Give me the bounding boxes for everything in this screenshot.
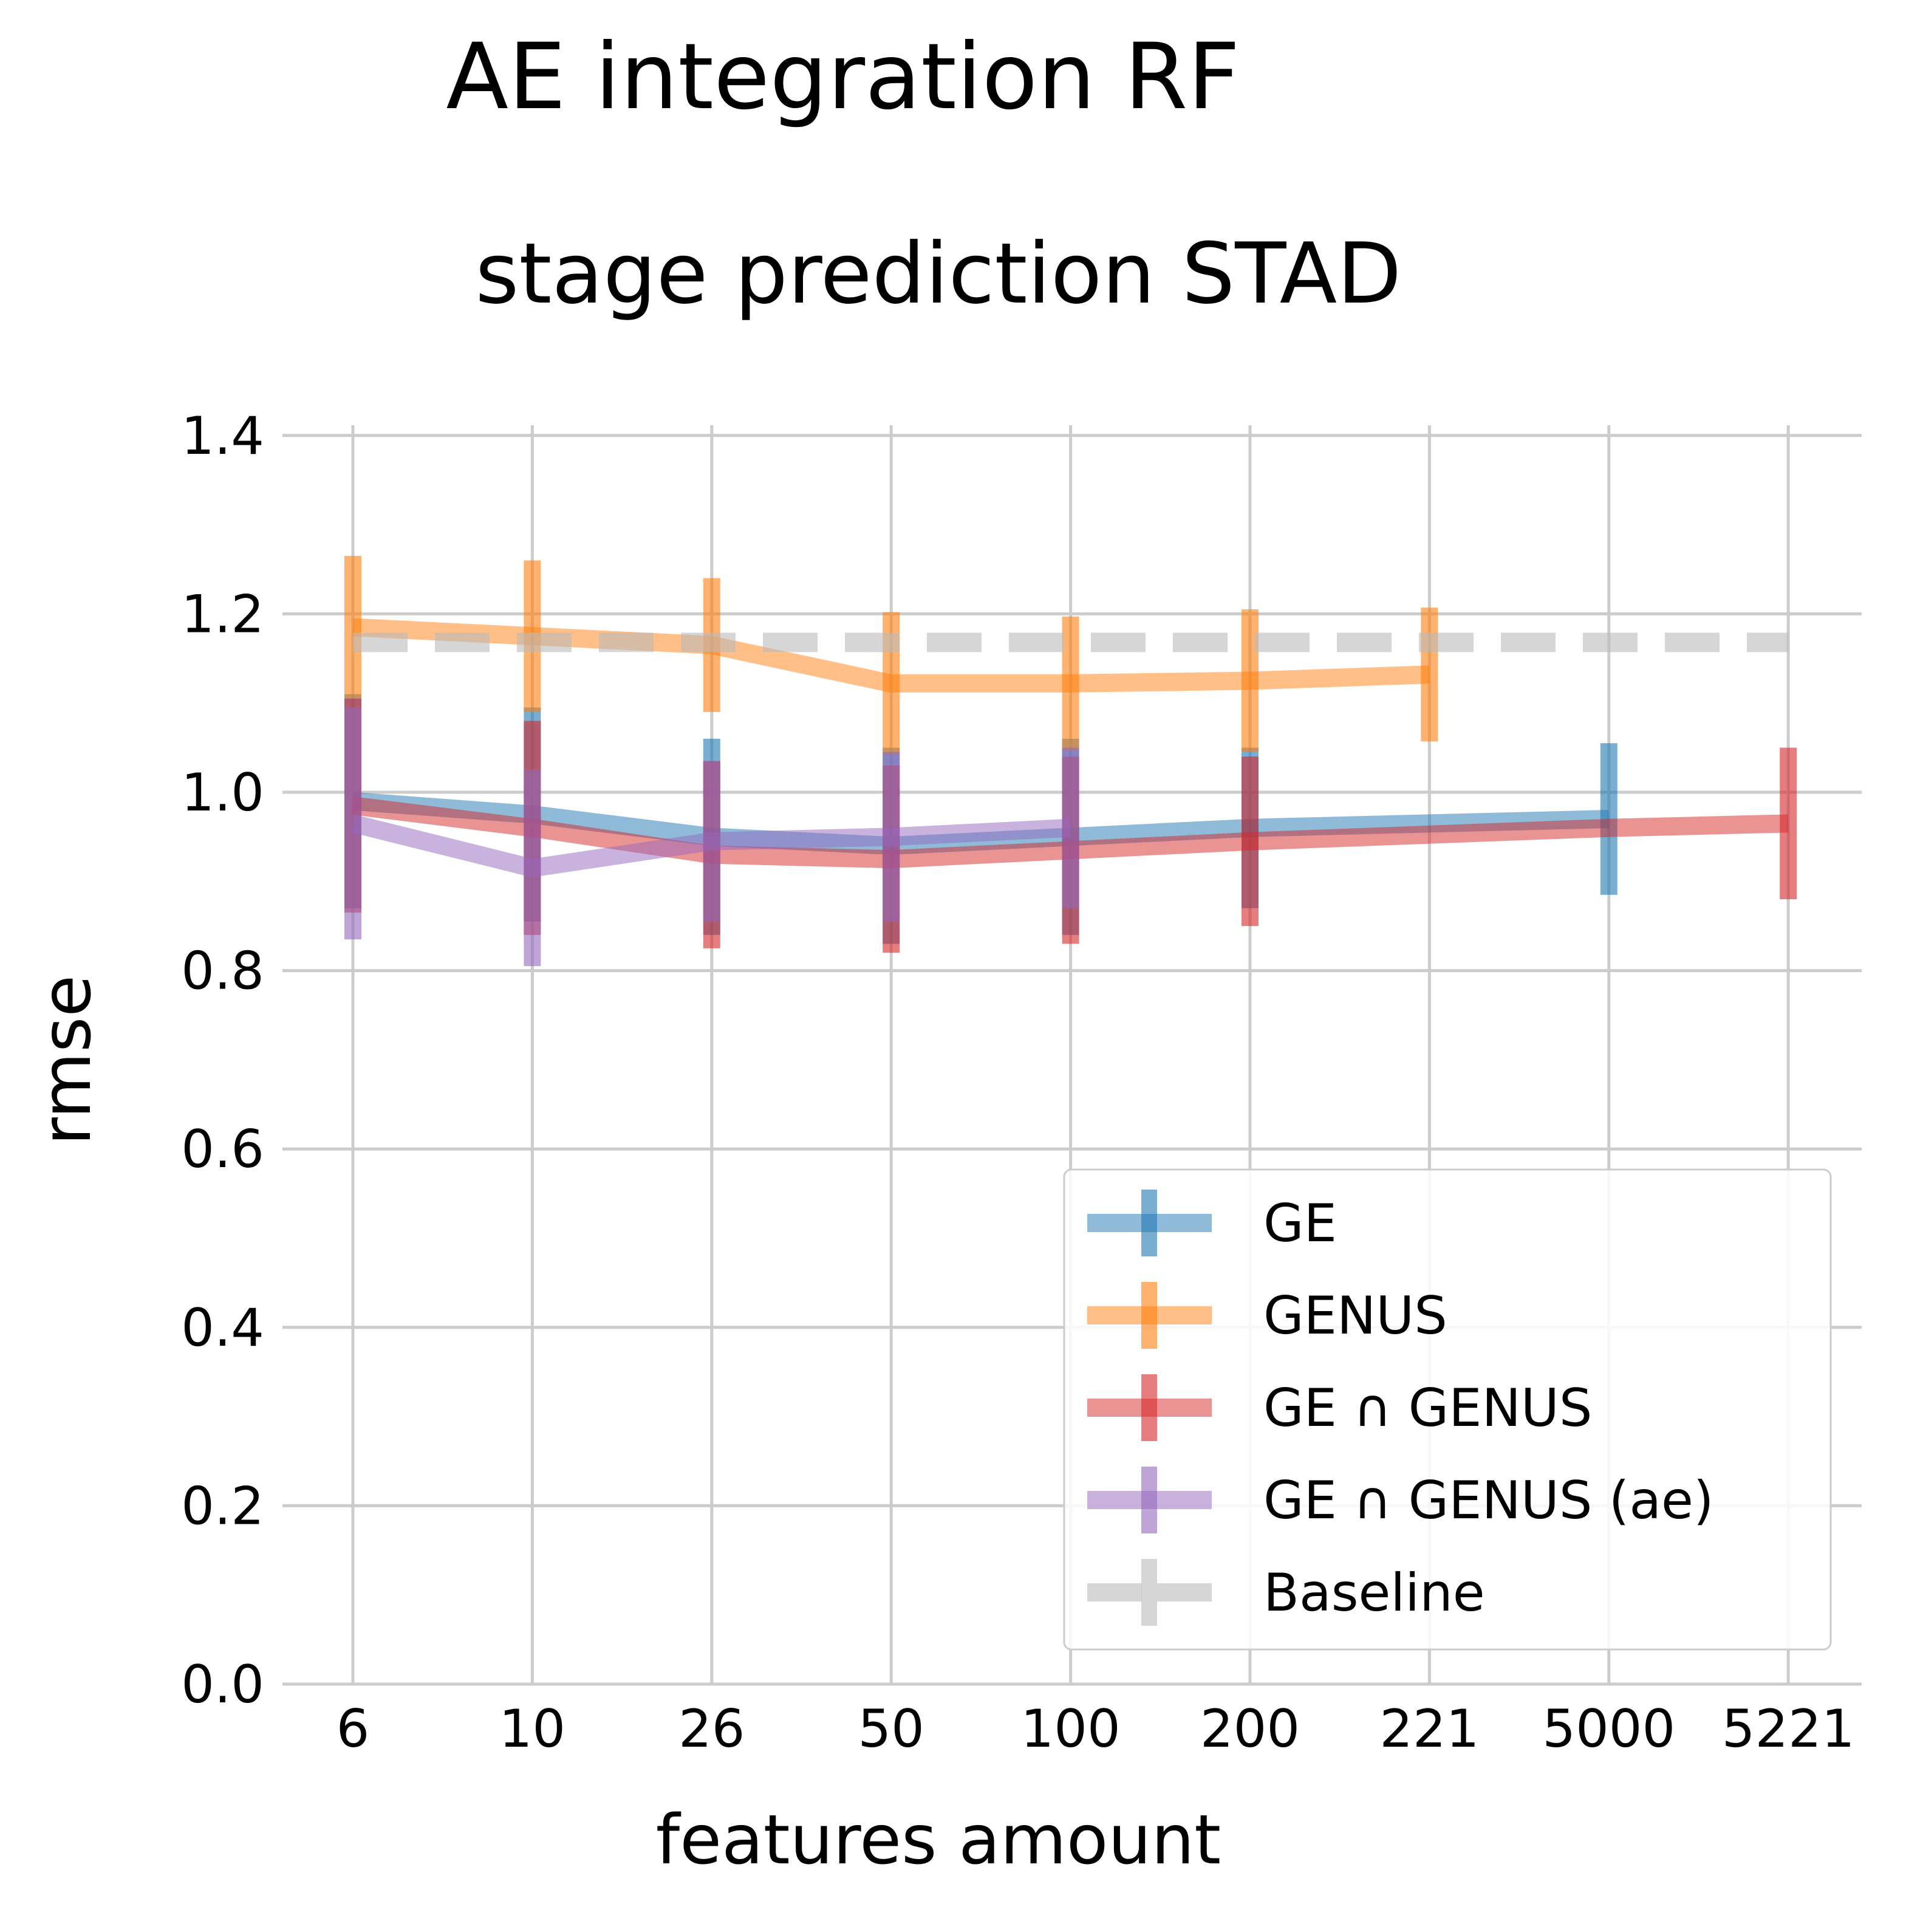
- y-tick-label: 0.2: [181, 1476, 264, 1536]
- y-axis-label: rmse: [27, 975, 106, 1145]
- legend-frame: [1063, 1168, 1832, 1651]
- legend-entry: GE ∩ GENUS: [1087, 1374, 1592, 1441]
- x-tick-label: 10: [499, 1699, 565, 1759]
- x-tick-label: 26: [678, 1699, 745, 1759]
- y-tick-label: 0.6: [181, 1119, 264, 1180]
- y-tick-label: 1.0: [181, 762, 264, 823]
- x-tick-label: 6: [336, 1699, 370, 1759]
- legend-entry: GENUS: [1087, 1282, 1447, 1349]
- series-0: [344, 694, 1617, 944]
- legend: GE GENUS GE ∩ GENUS GE ∩ GENUS (ae) Baseline: [1063, 1168, 1832, 1651]
- y-tick-label: 0.4: [181, 1298, 264, 1358]
- y-ticks: 0.0 0.2 0.4 0.6 0.8 1.0 1.2 1.4: [181, 406, 264, 1715]
- y-tick-label: 1.4: [181, 406, 264, 467]
- legend-entry: GE ∩ GENUS (ae): [1087, 1467, 1714, 1533]
- x-tick-label: 221: [1379, 1699, 1479, 1759]
- x-ticks: 6 10 26 50 100 200 221 5000 5221: [336, 1699, 1855, 1759]
- legend-label: Baseline: [1263, 1563, 1485, 1623]
- x-tick-label: 100: [1021, 1699, 1121, 1759]
- legend-label: GENUS: [1263, 1286, 1447, 1346]
- legend-label: GE: [1263, 1193, 1337, 1254]
- y-tick-label: 0.0: [181, 1654, 264, 1715]
- x-tick-label: 200: [1200, 1699, 1300, 1759]
- x-tick-label: 5000: [1542, 1699, 1675, 1759]
- x-axis-label: features amount: [656, 1801, 1221, 1880]
- series-line: [352, 796, 1789, 869]
- y-tick-label: 1.2: [181, 584, 264, 645]
- y-tick-label: 0.8: [181, 941, 264, 1002]
- series-layer: [344, 555, 1797, 967]
- chart-title: stage prediction STAD: [475, 225, 1401, 323]
- series-3: [344, 707, 1079, 967]
- legend-entry: Baseline: [1087, 1559, 1485, 1626]
- legend-label: GE ∩ GENUS (ae): [1263, 1470, 1714, 1531]
- legend-label: GE ∩ GENUS: [1263, 1378, 1592, 1439]
- x-tick-label: 5221: [1722, 1699, 1855, 1759]
- chart-suptitle: AE integration RF: [446, 24, 1240, 130]
- x-tick-label: 50: [858, 1699, 924, 1759]
- legend-entry: GE: [1087, 1190, 1337, 1256]
